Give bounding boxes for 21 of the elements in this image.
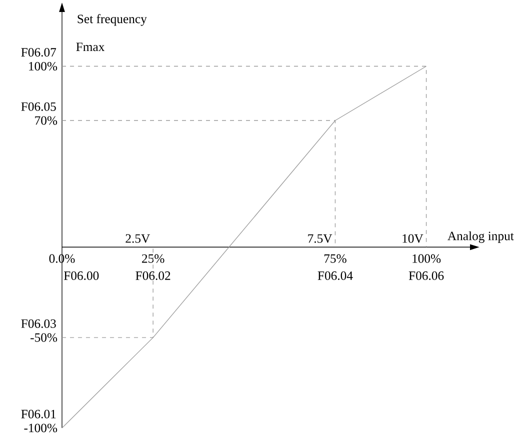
x-tick-label: 75%	[324, 254, 346, 263]
annotation: F06.04	[318, 271, 353, 280]
annotation: F06.05	[21, 102, 56, 111]
y-tick-label: -50%	[30, 333, 58, 342]
y-axis-title: Set frequency	[78, 14, 147, 26]
annotation: F06.02	[136, 271, 170, 280]
annotation: 7.5V	[308, 234, 332, 243]
y-tick-label: 100%	[29, 62, 58, 71]
x-tick-label: 25%	[142, 254, 164, 263]
x-axis-title: Analog input	[448, 231, 514, 243]
annotation: 2.5V	[126, 234, 150, 243]
annotation: F06.07	[21, 48, 56, 57]
x-tick-label: 100%	[412, 254, 441, 263]
annotation: F06.06	[408, 271, 444, 280]
y-tick-label: -100%	[24, 424, 58, 432]
annotation: F06.00	[64, 271, 99, 280]
annotation: Fmax	[76, 42, 105, 52]
annotation: F06.03	[21, 319, 56, 328]
annotation: 10V	[402, 234, 424, 243]
y-tick-label: 70%	[35, 116, 58, 125]
annotation: F06.01	[21, 410, 56, 418]
